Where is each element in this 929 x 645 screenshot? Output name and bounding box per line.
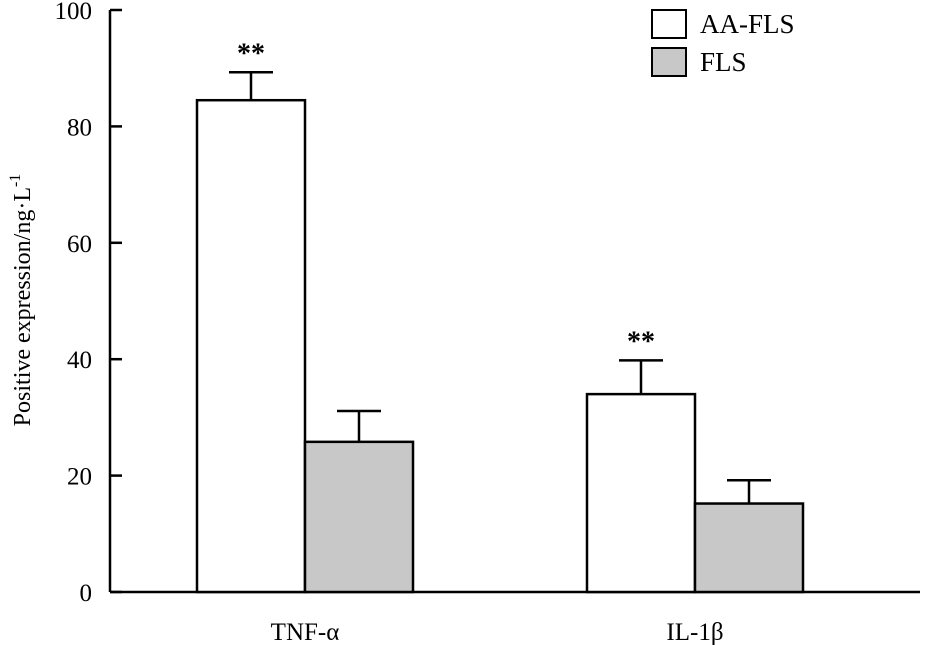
legend-label: AA-FLS <box>700 9 795 39</box>
legend-label: FLS <box>700 47 747 77</box>
bar <box>195 98 307 594</box>
y-tick-label: 60 <box>67 231 92 258</box>
y-tick-label: 80 <box>67 114 92 141</box>
y-axis-label-superscript: -1 <box>7 174 24 187</box>
bar <box>303 440 415 594</box>
y-tick-label: 0 <box>80 580 93 607</box>
x-category-label: IL-1β <box>666 619 723 645</box>
x-category-label: TNF-α <box>271 619 340 645</box>
bar <box>693 502 805 594</box>
legend: AA-FLS FLS <box>651 9 795 77</box>
y-tick-label: 40 <box>67 347 92 374</box>
y-tick-label: 20 <box>67 464 92 491</box>
y-tick-label: 100 <box>55 0 93 25</box>
y-axis-label: Positive expression/ng·L-1 <box>7 174 36 427</box>
legend-swatch <box>651 9 687 39</box>
legend-swatch <box>651 47 687 77</box>
significance-marker: ** <box>237 38 265 69</box>
significance-marker: ** <box>627 326 655 357</box>
y-axis-label-text: Positive expression/ng·L <box>10 187 36 426</box>
bar <box>585 392 697 594</box>
bars: ** TNF-α ** IL-1β <box>195 38 805 645</box>
